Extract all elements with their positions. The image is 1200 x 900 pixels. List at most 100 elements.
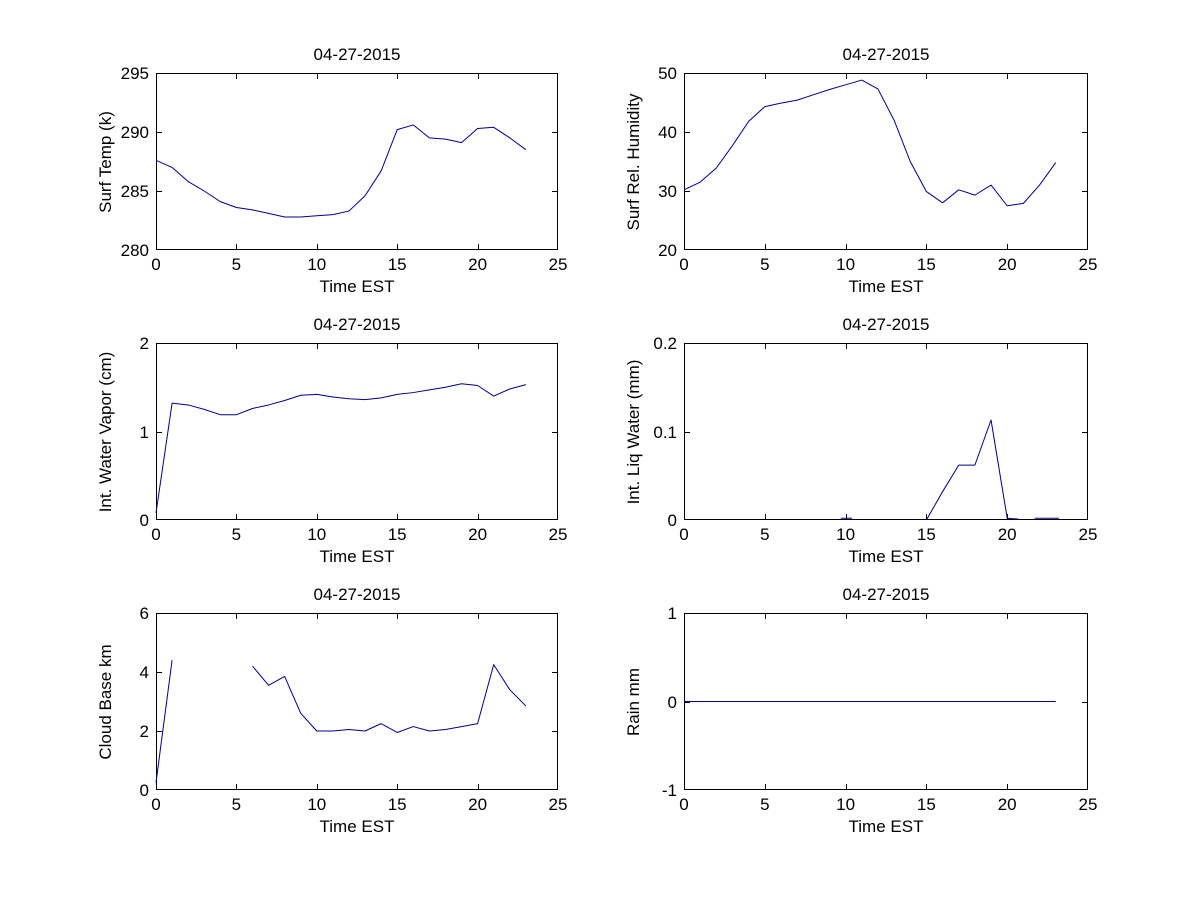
y-tick-label: 2 <box>139 722 149 741</box>
subplot-rain: 04-27-2015 Rain mm Time EST 0 5 10 15 20 25 -1… <box>624 585 1097 836</box>
y-tick-label: 0 <box>667 692 677 712</box>
y-tick-label: 290 <box>120 123 149 142</box>
x-tick-label: 10 <box>836 255 856 274</box>
axes-box <box>156 613 558 790</box>
y-tick-label: 295 <box>120 64 149 83</box>
x-tick-label: 15 <box>387 525 407 544</box>
x-tick-label: 0 <box>151 525 161 544</box>
x-tick-label: 10 <box>307 795 327 814</box>
tick-marks <box>684 343 1088 520</box>
data-line <box>683 79 1057 207</box>
x-tick-label: 5 <box>231 255 242 274</box>
tick-marks <box>156 73 558 250</box>
x-axis-label: Time EST <box>848 277 924 296</box>
x-tick-label: 15 <box>916 795 936 814</box>
plot-canvas <box>155 73 558 250</box>
tick-marks <box>156 343 558 520</box>
x-tick-label: 10 <box>307 525 327 544</box>
axes-box <box>684 73 1088 250</box>
plot-canvas <box>683 73 1088 250</box>
x-axis-label: Time EST <box>319 547 395 566</box>
tick-marks <box>684 613 1088 790</box>
data-line <box>840 419 1059 521</box>
x-axis-label: Time EST <box>319 817 395 836</box>
x-tick-label: 10 <box>307 255 327 274</box>
x-tick-label: 15 <box>916 525 936 544</box>
tick-marks <box>156 613 558 790</box>
x-tick-label: 0 <box>151 255 161 274</box>
x-tick-label: 10 <box>836 525 856 544</box>
x-tick-label: 20 <box>997 525 1017 544</box>
y-tick-label: 50 <box>658 64 677 83</box>
y-tick-label: -1 <box>661 781 677 800</box>
data-line <box>155 124 527 218</box>
x-tick-label: 20 <box>997 795 1017 814</box>
x-tick-label: 25 <box>1078 795 1098 814</box>
y-tick-label: 0.1 <box>653 422 677 442</box>
x-tick-label: 25 <box>548 795 568 814</box>
y-tick-label: 4 <box>139 663 149 682</box>
plot-canvas <box>155 343 558 520</box>
y-tick-label: 0 <box>139 781 149 800</box>
x-tick-label: 20 <box>468 795 488 814</box>
y-tick-label: 0 <box>139 511 149 530</box>
x-tick-label: 15 <box>387 795 407 814</box>
x-tick-label: 5 <box>231 795 242 814</box>
plot-title: 04-27-2015 <box>842 45 930 64</box>
y-tick-label: 1 <box>667 604 677 623</box>
plot-canvas <box>684 613 1088 790</box>
subplot-water-vapor: 04-27-2015 Int. Water Vapor (cm) Time ES… <box>96 315 567 566</box>
data-line <box>155 383 526 513</box>
tick-marks <box>684 73 1088 250</box>
x-tick-label: 25 <box>1078 255 1098 274</box>
x-tick-label: 20 <box>997 255 1017 274</box>
y-axis-label: Surf Rel. Humidity <box>624 93 643 230</box>
x-tick-label: 15 <box>916 255 936 274</box>
plot-title: 04-27-2015 <box>313 45 401 64</box>
x-tick-label: 10 <box>836 795 856 814</box>
plot-title: 04-27-2015 <box>842 585 930 604</box>
x-tick-label: 5 <box>231 525 242 544</box>
y-tick-label: 285 <box>120 182 149 201</box>
x-tick-label: 20 <box>468 525 488 544</box>
y-tick-label: 2 <box>139 334 149 353</box>
x-tick-label: 25 <box>548 255 568 274</box>
x-tick-label: 25 <box>548 525 568 544</box>
x-tick-label: 0 <box>679 525 689 544</box>
subplot-rel-humidity: 04-27-2015 Surf Rel. Humidity Time EST 0… <box>624 45 1097 296</box>
y-tick-label: 0.2 <box>653 334 677 353</box>
x-axis-label: Time EST <box>848 817 924 836</box>
y-tick-label: 20 <box>658 241 677 260</box>
x-tick-label: 15 <box>387 255 407 274</box>
y-axis-label: Cloud Base km <box>96 643 115 760</box>
y-tick-label: 1 <box>139 422 149 442</box>
x-tick-label: 20 <box>468 255 488 274</box>
axes-box <box>156 73 558 250</box>
subplot-cloud-base: 04-27-2015 Cloud Base km Time EST 0 5 10 15… <box>96 585 567 836</box>
x-tick-label: 0 <box>151 795 161 814</box>
axes-box <box>684 343 1088 520</box>
plot-canvas <box>684 343 1088 521</box>
y-tick-label: 40 <box>658 123 677 142</box>
plot-title: 04-27-2015 <box>313 315 401 334</box>
plot-title: 04-27-2015 <box>842 315 930 334</box>
plot-title: 04-27-2015 <box>313 585 401 604</box>
x-tick-label: 5 <box>760 255 770 274</box>
x-tick-label: 0 <box>679 795 689 814</box>
data-line <box>155 660 527 783</box>
axes-box <box>156 343 558 520</box>
subplot-surf-temp: 04-27-2015 Surf Temp (k) Time EST 0 5 10 15… <box>96 45 567 296</box>
x-axis-label: Time EST <box>848 547 924 566</box>
x-tick-label: 5 <box>760 795 770 814</box>
x-tick-label: 25 <box>1078 525 1098 544</box>
subplot-liq-water: 04-27-2015 Int. Liq Water (mm) Time EST … <box>624 315 1097 566</box>
y-tick-label: 0 <box>667 511 677 530</box>
x-tick-label: 0 <box>679 255 689 274</box>
x-tick-label: 5 <box>760 525 770 544</box>
plot-canvas <box>155 613 558 790</box>
y-tick-label: 6 <box>139 604 149 623</box>
y-tick-label: 30 <box>658 182 677 201</box>
y-tick-label: 280 <box>120 241 149 260</box>
x-axis-label: Time EST <box>319 277 395 296</box>
